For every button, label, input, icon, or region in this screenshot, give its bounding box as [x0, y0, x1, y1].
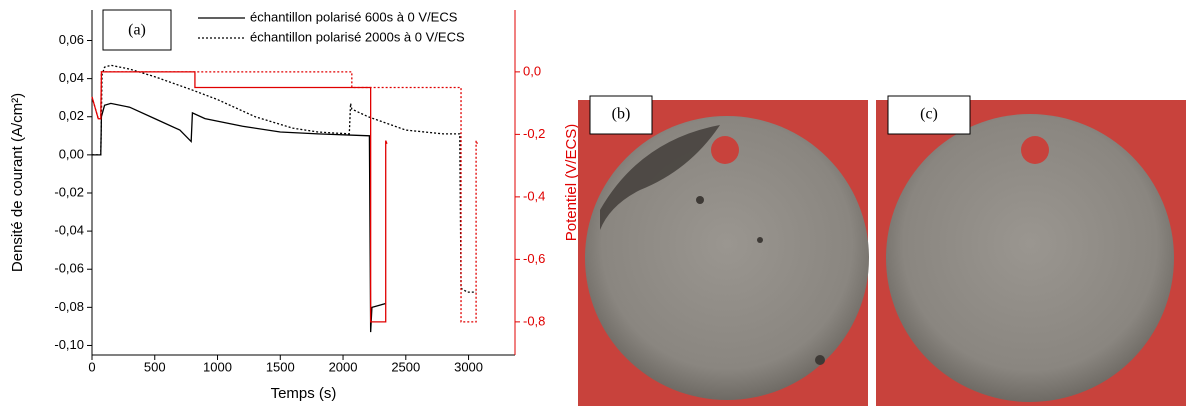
annotation: (a)	[128, 22, 146, 39]
series-line	[92, 102, 386, 333]
y-tick-label: 0,00	[59, 146, 84, 161]
spot	[757, 237, 763, 243]
y-tick-label: -0,08	[54, 299, 84, 314]
y2-tick-label: 0,0	[523, 63, 541, 78]
legend-label: échantillon polarisé 2000s à 0 V/ECS	[250, 29, 465, 44]
y-tick-label: -0,02	[54, 184, 84, 199]
label-box	[589, 95, 653, 135]
x-tick-label: 3000	[454, 359, 483, 374]
y-tick-label: -0,04	[54, 223, 84, 238]
photo-c: (c)	[876, 95, 1186, 406]
disc	[585, 116, 869, 400]
y-tick-label: 0,04	[59, 70, 84, 85]
photo-label: (c)	[920, 106, 938, 123]
label-box	[887, 95, 971, 135]
annotation-box	[102, 9, 172, 51]
x-tick-label: 1500	[266, 359, 295, 374]
hole	[1021, 136, 1049, 164]
x-tick-label: 1000	[203, 359, 232, 374]
hole	[711, 136, 739, 164]
series-line	[92, 64, 477, 293]
corrosion	[600, 125, 720, 230]
photo-b: (b)	[578, 95, 869, 406]
disc	[886, 114, 1174, 402]
x-tick-label: 500	[144, 359, 166, 374]
x-tick-label: 2000	[329, 359, 358, 374]
chart: 0 500 1000 1500 2000 2500 3000 -0,10 -0,08 -0,06 -…	[9, 9, 580, 402]
y-tick-label: -0,10	[54, 337, 84, 352]
x-tick-label: 0	[88, 359, 95, 374]
y2-tick-label: -0,4	[523, 188, 545, 203]
x-tick-label: 2500	[391, 359, 420, 374]
y2-tick-label: -0,2	[523, 126, 545, 141]
series-line	[91, 71, 478, 323]
y2-tick-label: -0,8	[523, 313, 545, 328]
y2-tick-label: -0,6	[523, 251, 545, 266]
y-tick-label: 0,02	[59, 108, 84, 123]
photo-label: (b)	[612, 106, 631, 123]
y2-axis-label: Potentiel (V/ECS)	[563, 124, 580, 242]
y-tick-label: 0,06	[59, 32, 84, 47]
legend-label: échantillon polarisé 600s à 0 V/ECS	[250, 9, 458, 24]
spot	[696, 196, 704, 204]
y-axis-label: Densité de courant (A/cm²)	[9, 93, 26, 272]
spot	[815, 355, 825, 365]
series-line	[91, 71, 388, 323]
x-axis-label: Temps (s)	[271, 385, 337, 402]
y-tick-label: -0,06	[54, 261, 84, 276]
